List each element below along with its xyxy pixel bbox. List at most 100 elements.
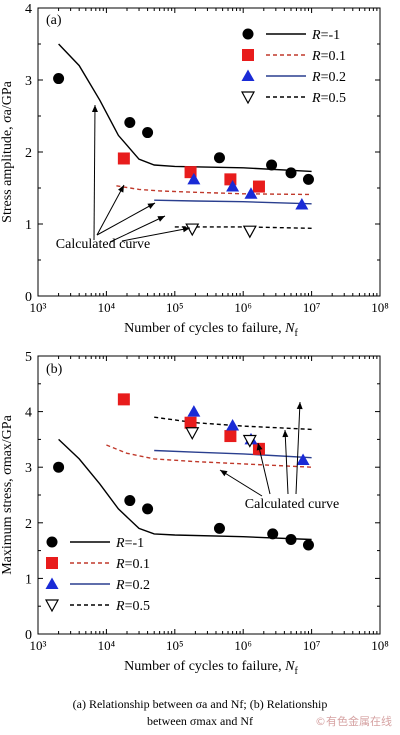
legend-label: R=0.2 bbox=[115, 578, 150, 593]
y-tick-label: 2 bbox=[25, 517, 32, 532]
data-point-triangle-up bbox=[187, 405, 201, 417]
legend-label-value: =0.5 bbox=[321, 91, 346, 106]
y-tick-label: 3 bbox=[25, 74, 32, 89]
y-axis-label: Maximum stress, σmax/GPa bbox=[0, 414, 15, 574]
annotation-arrow bbox=[284, 429, 289, 495]
legend-entry: R=0.1 bbox=[242, 49, 346, 64]
annotation-arrow bbox=[96, 202, 156, 236]
legend-label: R=0.1 bbox=[115, 557, 150, 572]
x-tick-label: 10⁷ bbox=[303, 638, 321, 653]
legend-label-var: R bbox=[115, 578, 125, 593]
x-tick-label: 10⁵ bbox=[166, 300, 184, 315]
plot-frame bbox=[37, 355, 381, 635]
figure-caption-line1: (a) Relationship between σa and Nf; (b) … bbox=[72, 697, 328, 711]
y-tick-label: 5 bbox=[25, 350, 32, 365]
legend-marker-square bbox=[46, 557, 58, 569]
annotation-arrowhead bbox=[296, 402, 303, 410]
y-tick-label: 0 bbox=[25, 628, 32, 643]
annotation-arrow bbox=[109, 215, 166, 243]
x-tick-label: 10³ bbox=[30, 638, 47, 653]
annotation-arrow bbox=[96, 184, 125, 236]
legend-label: R=0.5 bbox=[311, 91, 346, 106]
legend-marker-triangle-up bbox=[45, 577, 59, 589]
watermark: ©有色金属在线 bbox=[315, 715, 392, 728]
legend-entry: R=0.1 bbox=[46, 557, 150, 572]
legend-label-var: R bbox=[311, 28, 321, 43]
chart-panel-a: 10³ 10⁴ 10⁵ 10⁶ 10⁷ 10⁸ 0 1 2 3 4 Number of cycles … bbox=[0, 2, 389, 339]
calculated-curve-R0p5 bbox=[154, 416, 312, 431]
y-tick-label: 1 bbox=[25, 218, 32, 233]
legend-label-value: =0.1 bbox=[125, 557, 150, 572]
x-axis-label-sub: f bbox=[294, 328, 298, 339]
data-point-circle bbox=[142, 503, 154, 515]
legend-marker-triangle-down bbox=[240, 91, 256, 105]
data-point-triangle-up bbox=[226, 180, 240, 192]
x-tick-label: 10³ bbox=[30, 300, 47, 315]
panel-label: (b) bbox=[46, 362, 63, 377]
legend-label-value: =0.1 bbox=[321, 49, 346, 64]
data-point-triangle-down bbox=[185, 427, 200, 440]
legend-label: R=0.2 bbox=[311, 70, 346, 85]
legend-label-var: R bbox=[115, 557, 125, 572]
data-point-square bbox=[184, 416, 197, 429]
x-axis-label: Number of cycles to failure, Nf bbox=[124, 321, 298, 339]
calculated-curve-R0p2 bbox=[154, 199, 312, 205]
calculated-curve-Rneg1 bbox=[58, 43, 312, 173]
annotation-arrowhead bbox=[91, 105, 98, 113]
data-point-triangle-down bbox=[242, 434, 257, 448]
annotation-calculated-curve: Calculated curve bbox=[56, 237, 150, 252]
legend-label-value: =0.2 bbox=[321, 70, 346, 85]
data-point-square bbox=[224, 430, 237, 443]
legend-label-value: =0.2 bbox=[125, 578, 150, 593]
x-tick-label: 10⁶ bbox=[234, 638, 252, 653]
legend-marker-triangle-down bbox=[44, 599, 60, 613]
y-tick-label: 3 bbox=[25, 461, 32, 476]
data-point-circle bbox=[267, 528, 279, 540]
data-point-square bbox=[117, 393, 130, 406]
x-tick-label: 10⁷ bbox=[303, 300, 321, 315]
calculated-curve-Rneg1 bbox=[58, 438, 312, 541]
data-point-circle bbox=[302, 539, 314, 551]
legend-label-var: R bbox=[311, 70, 321, 85]
data-point-triangle-up bbox=[244, 187, 258, 199]
data-point-square bbox=[252, 180, 265, 193]
y-tick-label: 4 bbox=[25, 406, 32, 421]
x-axis-label: Number of cycles to failure, Nf bbox=[124, 659, 298, 677]
calculated-curve-R0p5 bbox=[174, 226, 312, 229]
calculated-curve-R0p1 bbox=[116, 185, 312, 196]
legend-entry: R=0.2 bbox=[241, 69, 346, 85]
x-tick-label: 10⁸ bbox=[371, 638, 389, 653]
x-tick-label: 10⁵ bbox=[166, 638, 184, 653]
annotation-arrowhead bbox=[282, 430, 289, 438]
data-point-circle bbox=[124, 116, 136, 128]
chart-panel-b: 10³ 10⁴ 10⁵ 10⁶ 10⁷ 10⁸ 0 1 2 3 4 5 Number of cycles… bbox=[0, 350, 389, 677]
legend-label-var: R bbox=[115, 599, 125, 614]
data-point-triangle-up bbox=[187, 172, 201, 185]
legend-label-value: =0.5 bbox=[125, 599, 150, 614]
legend-marker-triangle-up bbox=[241, 69, 255, 81]
data-point-triangle-up bbox=[296, 453, 310, 465]
x-axis-label-sub: f bbox=[294, 666, 298, 677]
data-point-circle bbox=[266, 159, 278, 171]
annotation-arrowhead bbox=[256, 443, 263, 451]
annotation-arrowhead bbox=[118, 185, 124, 193]
x-tick-label: 10⁶ bbox=[234, 300, 252, 315]
annotation-arrowhead bbox=[220, 470, 228, 477]
data-point-circle bbox=[285, 533, 297, 545]
data-point-triangle-down bbox=[242, 225, 257, 239]
legend-entry: R=-1 bbox=[242, 28, 340, 43]
data-point-circle bbox=[53, 461, 65, 473]
legend-entry: R=0.2 bbox=[45, 577, 150, 593]
data-point-triangle-up bbox=[295, 198, 309, 210]
calculated-curve-R0p1 bbox=[106, 444, 312, 468]
data-point-circle bbox=[53, 73, 65, 85]
legend-entry: R=0.5 bbox=[44, 599, 150, 614]
y-tick-label: 0 bbox=[25, 290, 32, 305]
legend-label: R=-1 bbox=[115, 536, 144, 551]
data-point-circle bbox=[285, 167, 297, 179]
y-tick-label: 2 bbox=[25, 146, 32, 161]
calculated-curve-R0p2 bbox=[154, 449, 312, 459]
data-point-square bbox=[117, 152, 130, 165]
data-point-triangle-up bbox=[226, 419, 240, 431]
x-axis-label-var: N bbox=[284, 659, 295, 674]
